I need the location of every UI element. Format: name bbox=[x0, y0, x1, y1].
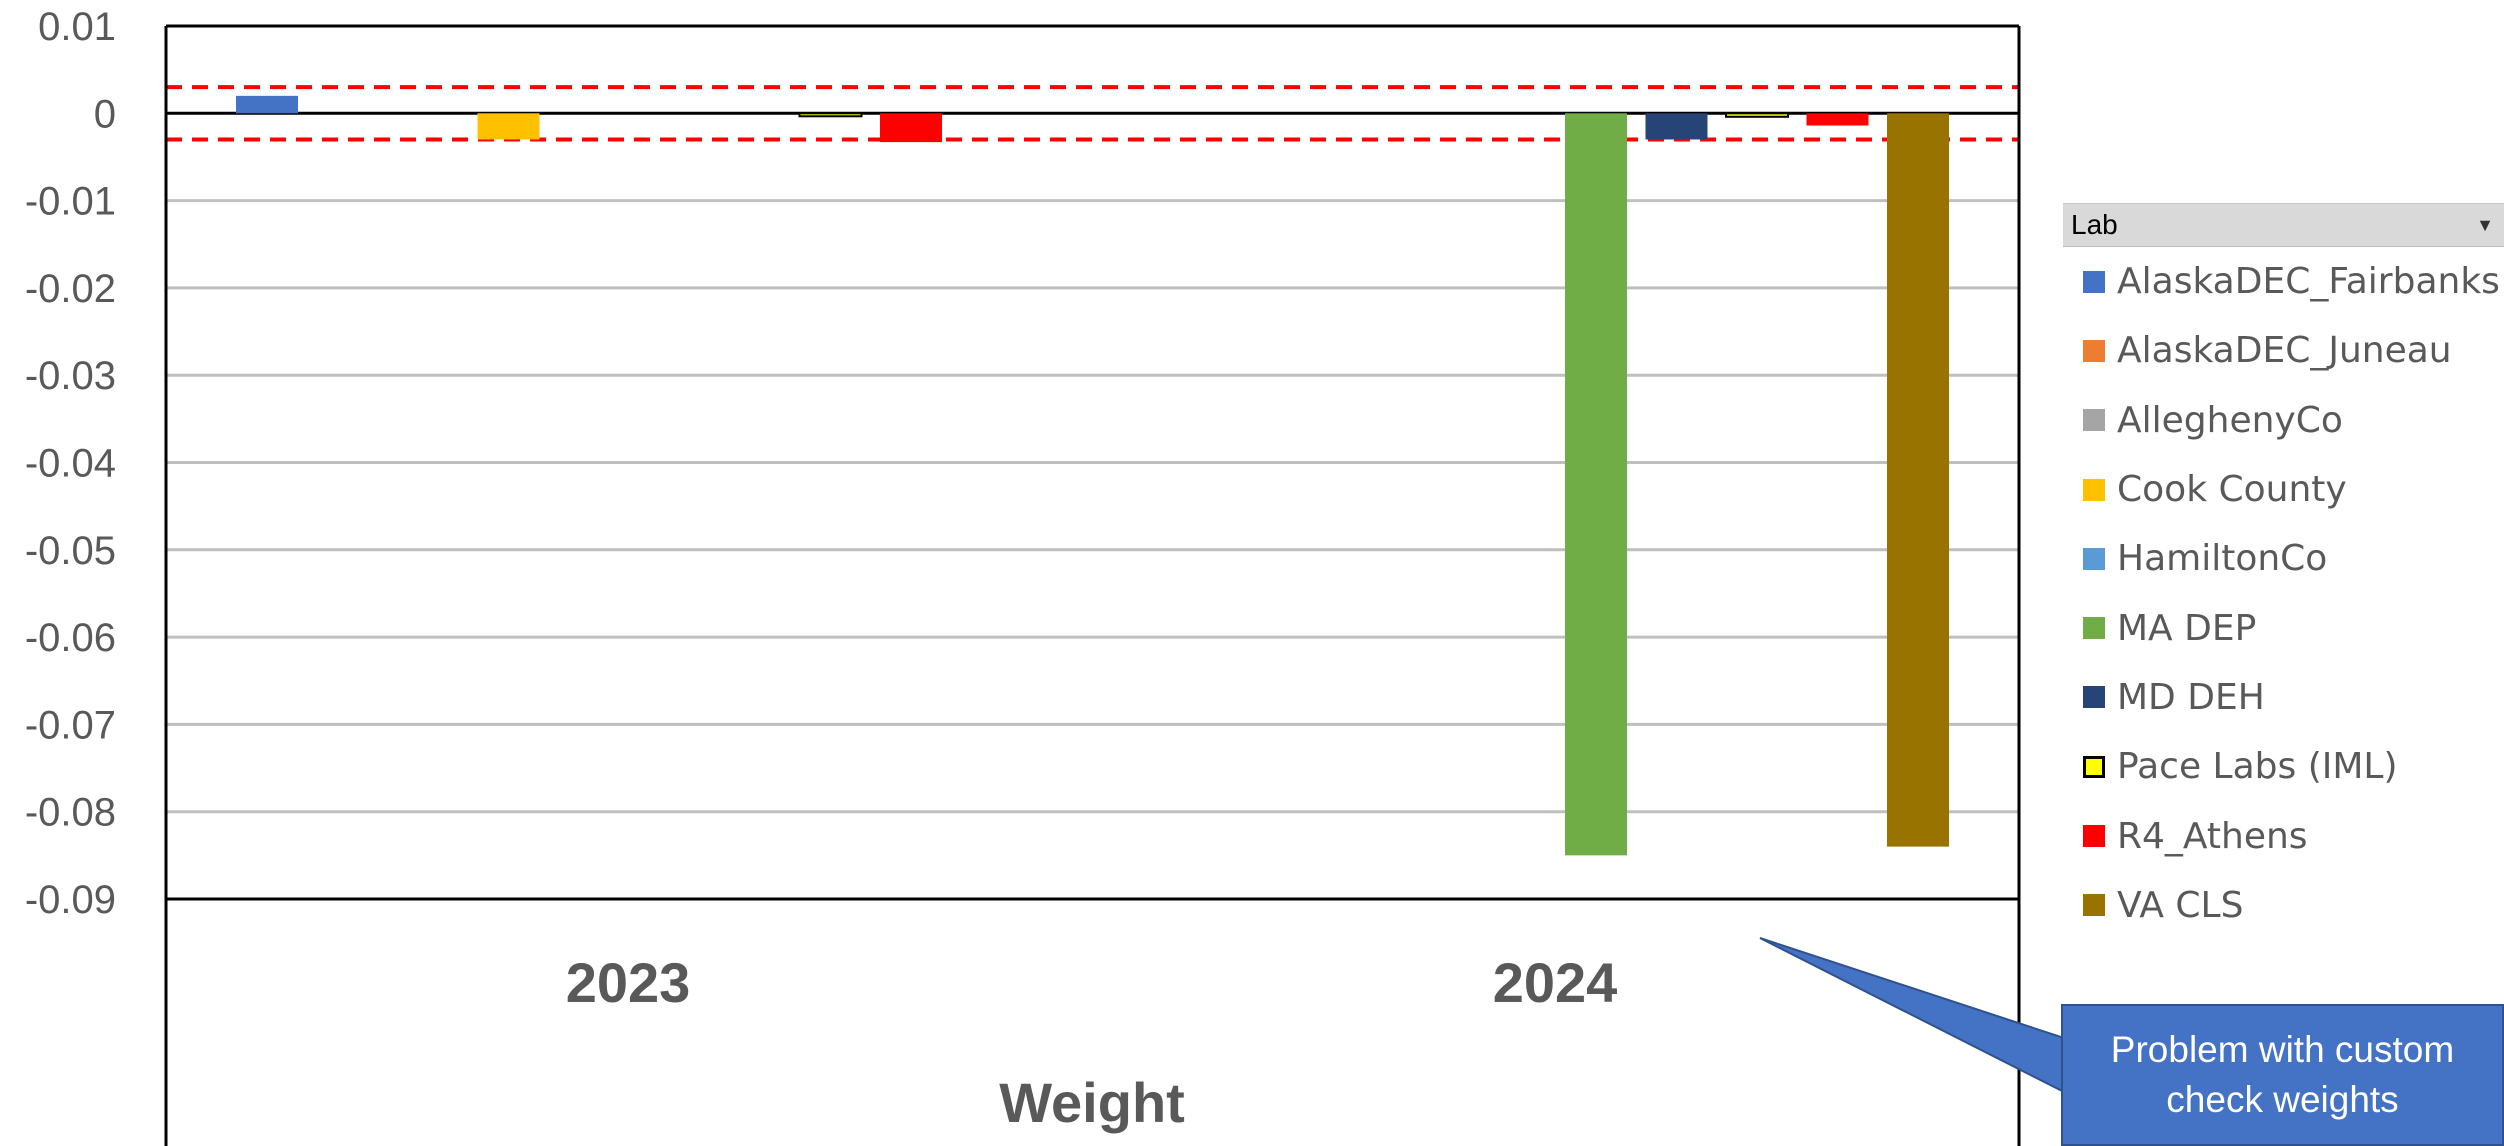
legend-item[interactable]: Pace Labs (IML) bbox=[2063, 732, 2504, 801]
legend-swatch bbox=[2083, 409, 2105, 432]
bar bbox=[1806, 113, 1869, 126]
y-tick-label: -0.04 bbox=[25, 442, 116, 486]
bar bbox=[1565, 113, 1627, 856]
callout-pointer bbox=[1759, 937, 2071, 1097]
legend-item[interactable]: MD DEH bbox=[2063, 663, 2504, 732]
legend-item[interactable]: MA DEP bbox=[2063, 593, 2504, 662]
callout-box: Problem with custom check weights bbox=[2061, 1004, 2504, 1146]
legend-label: AlleghenyCo bbox=[2117, 399, 2343, 441]
category-label: 2023 bbox=[566, 951, 691, 1014]
y-tick-label: 0.01 bbox=[38, 5, 116, 49]
y-tick-label: -0.07 bbox=[25, 703, 116, 747]
legend-label: R4_Athens bbox=[2117, 815, 2308, 857]
y-tick-label: -0.05 bbox=[25, 529, 116, 573]
reference-lines bbox=[166, 85, 2019, 142]
y-tick-label: -0.09 bbox=[25, 878, 116, 922]
bar bbox=[1887, 113, 1949, 847]
legend-label: VA CLS bbox=[2117, 884, 2244, 926]
legend-swatch bbox=[2083, 825, 2105, 848]
y-tick-label: -0.08 bbox=[25, 791, 116, 835]
legend-label: Cook County bbox=[2117, 469, 2347, 511]
legend-swatch bbox=[2083, 547, 2105, 570]
bar bbox=[1645, 113, 1708, 140]
legend-swatch bbox=[2083, 755, 2105, 778]
legend-item[interactable]: AlleghenyCo bbox=[2063, 386, 2504, 455]
callout-text: Problem with custom check weights bbox=[2110, 1029, 2455, 1120]
bars bbox=[236, 95, 1949, 856]
y-tick-label: -0.03 bbox=[25, 354, 116, 398]
legend-title: Lab bbox=[2071, 209, 2118, 240]
legend-item[interactable]: Cook County bbox=[2063, 455, 2504, 524]
category-label: 2024 bbox=[1493, 951, 1618, 1014]
y-tick-label: -0.02 bbox=[25, 267, 116, 311]
legend-item[interactable]: HamiltonCo bbox=[2063, 524, 2504, 593]
bar bbox=[1725, 112, 1789, 118]
category-labels: 2023 2024 bbox=[566, 951, 1618, 1014]
legend-swatch bbox=[2083, 270, 2105, 293]
legend-item[interactable]: AlaskaDEC_Juneau bbox=[2063, 316, 2504, 385]
legend-label: MA DEP bbox=[2117, 607, 2257, 649]
y-tick-label: -0.01 bbox=[25, 180, 116, 224]
legend-item[interactable]: AlaskaDEC_Fairbanks bbox=[2063, 247, 2504, 316]
gridlines bbox=[166, 111, 2019, 814]
legend-header[interactable]: Lab ▼ bbox=[2063, 203, 2504, 247]
y-tick-label: -0.06 bbox=[25, 616, 116, 660]
legend-label: AlaskaDEC_Fairbanks bbox=[2117, 261, 2500, 303]
legend-swatch bbox=[2083, 478, 2105, 501]
legend: Lab ▼ AlaskaDEC_Fairbanks AlaskaDEC_Junea… bbox=[2063, 203, 2504, 940]
legend-swatch bbox=[2083, 617, 2105, 640]
legend-swatch bbox=[2083, 339, 2105, 362]
bar bbox=[477, 113, 540, 140]
legend-swatch bbox=[2083, 686, 2105, 709]
legend-label: HamiltonCo bbox=[2117, 538, 2328, 580]
bar bbox=[880, 113, 942, 143]
x-axis-title: Weight bbox=[999, 1071, 1185, 1134]
legend-swatch bbox=[2083, 894, 2105, 917]
y-tick-label: 0 bbox=[94, 92, 116, 136]
dropdown-arrow-icon[interactable]: ▼ bbox=[2476, 214, 2494, 235]
legend-items: AlaskaDEC_Fairbanks AlaskaDEC_Juneau Alleg… bbox=[2063, 247, 2504, 940]
legend-label: Pace Labs (IML) bbox=[2117, 746, 2398, 788]
bar bbox=[798, 112, 863, 118]
bar bbox=[236, 95, 298, 114]
legend-item[interactable]: VA CLS bbox=[2063, 871, 2504, 940]
legend-item[interactable]: R4_Athens bbox=[2063, 801, 2504, 870]
legend-label: AlaskaDEC_Juneau bbox=[2117, 330, 2452, 372]
legend-label: MD DEH bbox=[2117, 676, 2265, 718]
y-tick-labels: 0.01 0 -0.01 -0.02 -0.03 -0.04 -0.05 -0.06 -0.07… bbox=[25, 5, 116, 922]
